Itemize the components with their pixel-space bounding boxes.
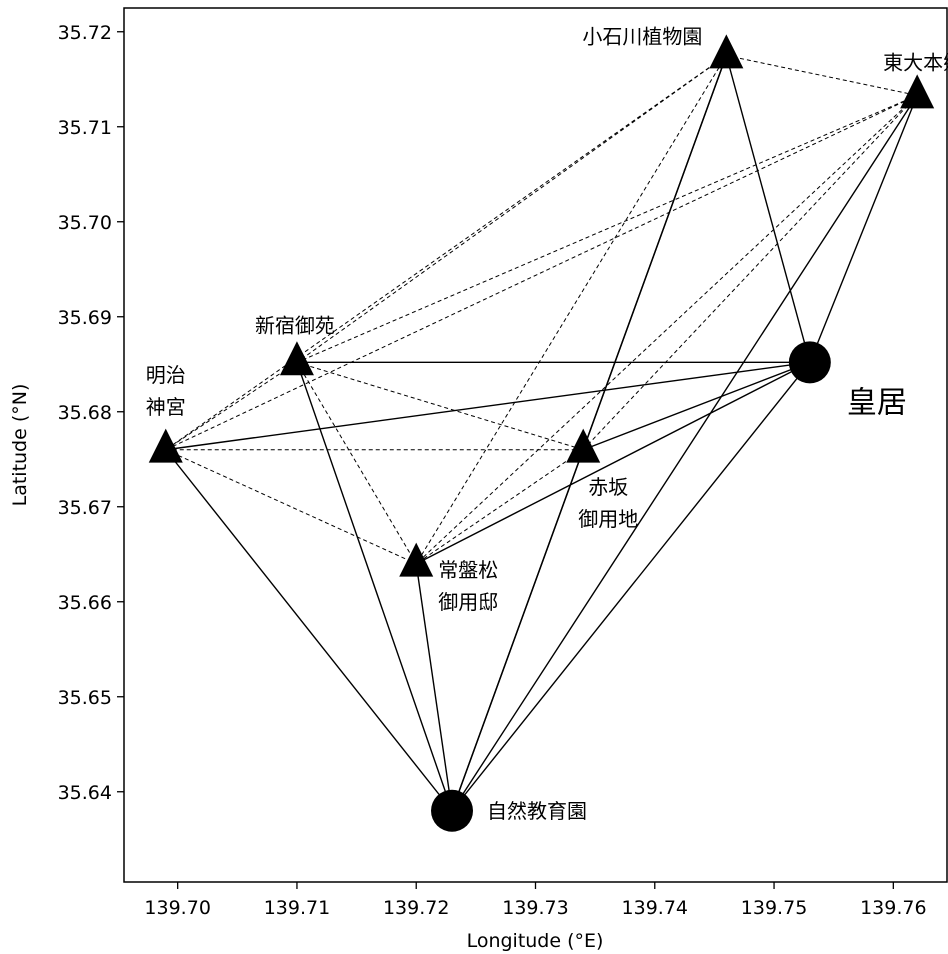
- y-axis-label: Latitude (°N): [9, 384, 31, 507]
- y-tick-label: 35.72: [58, 22, 112, 44]
- marker-koishikawa: [709, 34, 744, 69]
- y-axis-ticks: 35.64 35.65 35.66 35.67 35.68 35.69 35.70 35.71…: [58, 22, 124, 804]
- marker-todai: [900, 74, 935, 109]
- edge-kokyo-tokiwamatsu: [415, 361, 811, 565]
- label-meiji: 明治神宮: [146, 363, 186, 419]
- edge-shizen-todai: [451, 95, 918, 812]
- marker-kokyo: [788, 341, 831, 384]
- x-axis-ticks: 139.70 139.71 139.72 139.73 139.74 139.75 139.…: [144, 882, 927, 919]
- y-tick-label: 35.70: [58, 212, 112, 234]
- edge-shizen-meiji: [165, 449, 453, 812]
- y-tick-label: 35.65: [58, 687, 112, 709]
- marker-akasaka: [566, 428, 601, 463]
- edges-layer: [165, 55, 918, 812]
- edge-koishikawa-meiji: [165, 55, 727, 451]
- edge-shinjuku-meiji: [165, 361, 298, 451]
- edge-kokyo-meiji: [165, 361, 810, 451]
- label-tokiwamatsu: 常盤松御用邸: [438, 558, 498, 614]
- x-tick-label: 139.74: [622, 897, 688, 919]
- marker-meiji: [148, 428, 183, 463]
- label-koishikawa: 小石川植物園: [582, 25, 702, 49]
- y-tick-label: 35.69: [58, 307, 112, 329]
- y-tick-label: 35.68: [58, 402, 112, 424]
- x-tick-label: 139.76: [860, 897, 926, 919]
- x-tick-label: 139.73: [502, 897, 568, 919]
- edge-todai-tokiwamatsu: [415, 95, 918, 565]
- edge-todai-shinjuku: [296, 94, 918, 363]
- markers-layer: [148, 34, 935, 832]
- edge-shizen-kokyo: [451, 361, 811, 812]
- label-kokyo: 皇居: [847, 385, 907, 420]
- x-tick-label: 139.72: [383, 897, 449, 919]
- y-tick-label: 35.67: [58, 497, 112, 519]
- marker-shizen: [431, 789, 474, 832]
- y-tick-label: 35.66: [58, 592, 112, 614]
- edge-kokyo-koishikawa: [725, 55, 811, 363]
- marker-tokiwamatsu: [399, 542, 434, 577]
- edge-koishikawa-shinjuku: [296, 55, 727, 363]
- marker-shinjuku: [279, 341, 314, 376]
- x-axis-label: Longitude (°E): [467, 930, 604, 952]
- edge-akasaka-koishikawa: [582, 55, 727, 450]
- y-tick-label: 35.64: [58, 782, 112, 804]
- x-tick-label: 139.75: [741, 897, 807, 919]
- label-shizen: 自然教育園: [487, 799, 587, 823]
- edge-shizen-shinjuku: [296, 362, 453, 811]
- y-tick-label: 35.71: [58, 117, 112, 139]
- label-akasaka: 赤坂御用地: [578, 475, 638, 531]
- edge-todai-meiji: [165, 94, 918, 451]
- edge-shinjuku-akasaka: [296, 361, 584, 451]
- plot-frame: [123, 7, 948, 883]
- edge-koishikawa-tokiwamatsu: [415, 55, 727, 565]
- edge-kokyo-todai: [809, 95, 918, 363]
- label-shinjuku: 新宿御苑: [255, 313, 335, 337]
- edge-shizen-tokiwamatsu: [415, 563, 453, 811]
- edge-koishikawa-todai: [726, 55, 918, 96]
- label-todai: 東大本郷: [883, 50, 948, 74]
- x-tick-label: 139.71: [264, 897, 330, 919]
- edge-akasaka-tokiwamatsu: [415, 449, 584, 565]
- x-tick-label: 139.70: [144, 897, 210, 919]
- edge-meiji-tokiwamatsu: [165, 449, 417, 565]
- edge-kokyo-akasaka: [582, 361, 811, 451]
